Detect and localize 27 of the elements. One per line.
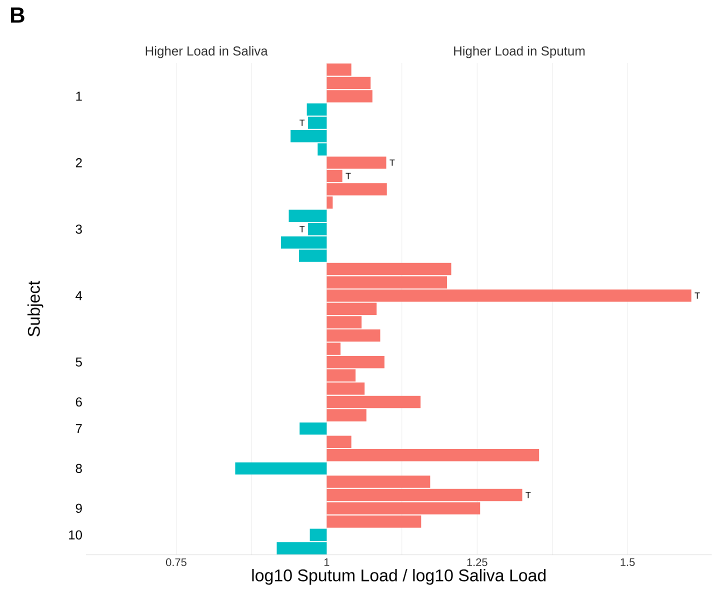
y-tick-label: 2 xyxy=(76,158,82,168)
x-axis-title: log10 Sputum Load / log10 Saliva Load xyxy=(252,569,546,585)
y-tick-label: 5 xyxy=(76,358,82,367)
chart-title: B xyxy=(10,8,24,23)
data-label: T xyxy=(346,172,351,180)
data-label: T xyxy=(526,492,531,498)
bar xyxy=(300,422,327,435)
x-tick-label: 1.25 xyxy=(467,558,488,566)
x-tick-label: 0.75 xyxy=(166,558,186,566)
y-tick-label: 9 xyxy=(76,504,82,513)
y-tick-label: 1 xyxy=(76,92,82,101)
y-tick-label: 7 xyxy=(76,424,82,434)
data-label: T xyxy=(694,292,700,299)
x-tick-label: 1.5 xyxy=(620,558,635,566)
y-tick-label: 10 xyxy=(69,530,82,540)
data-label: T xyxy=(300,120,305,126)
text: Higher Load in Sputum xyxy=(454,46,585,58)
data-label: T xyxy=(390,160,395,166)
y-tick-label: 4 xyxy=(76,291,82,300)
y-tick-label: 3 xyxy=(76,224,82,234)
x-tick-label: 1 xyxy=(324,558,330,566)
data-label: T xyxy=(300,226,305,232)
y-tick-label: 6 xyxy=(76,397,82,407)
y-tick-label: 8 xyxy=(76,464,82,474)
text: Higher Load in Saliva xyxy=(146,46,268,58)
y-axis-title: Subject xyxy=(27,280,44,336)
bar xyxy=(235,462,327,475)
